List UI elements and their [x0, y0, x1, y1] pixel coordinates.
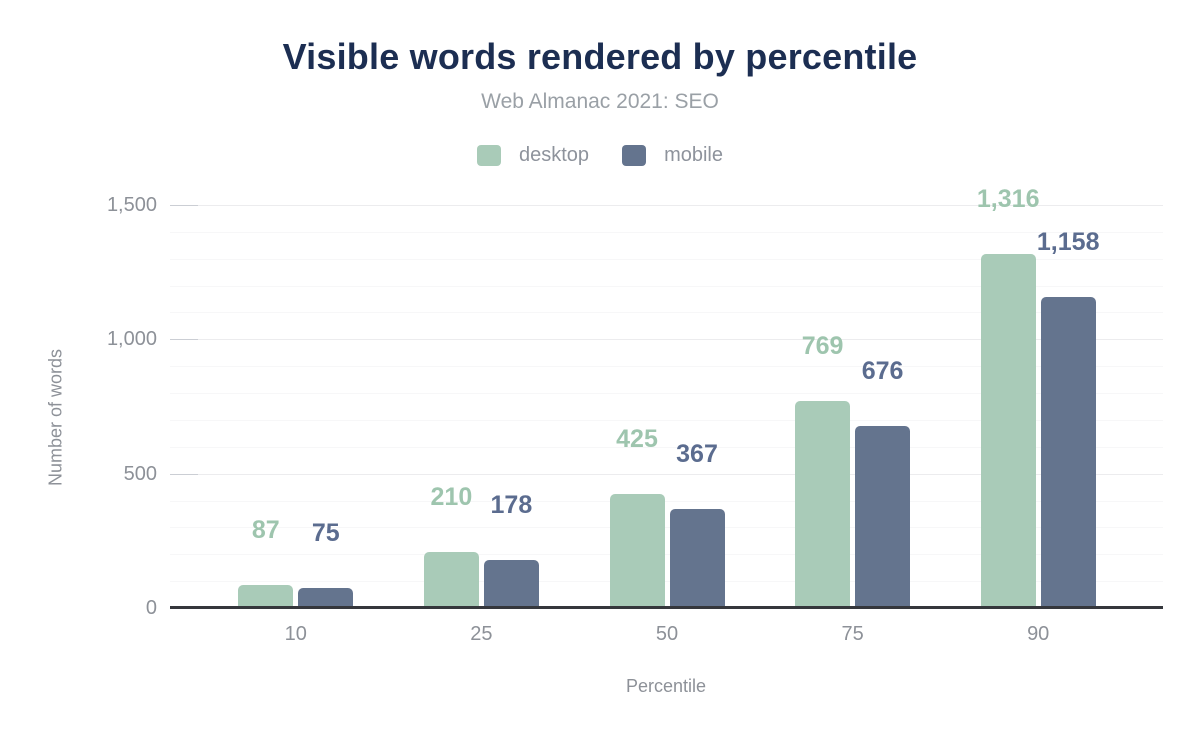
- gridline-minor-200: [170, 554, 1163, 556]
- legend: desktop mobile: [0, 144, 1200, 167]
- value-label-mobile-90: 1,158: [1036, 227, 1100, 256]
- gridline-major-1000: [170, 339, 1163, 341]
- value-label-mobile-10: 75: [311, 518, 340, 547]
- y-axis-tick-1500: [170, 205, 198, 206]
- value-label-mobile-25: 178: [490, 491, 533, 520]
- chart-title: Visible words rendered by percentile: [282, 36, 918, 77]
- chart-subtitle: Web Almanac 2021: SEO: [481, 90, 719, 113]
- bar-desktop-90: [980, 254, 1036, 608]
- y-axis-tick-1000: [170, 339, 198, 341]
- gridline-major-1500: [170, 205, 1163, 206]
- bar-desktop-25: [423, 551, 479, 608]
- bar-mobile-90: [1040, 296, 1096, 608]
- y-axis-tick-500: [170, 473, 198, 475]
- x-tick-label-50: 50: [655, 623, 679, 645]
- value-label-desktop-10: 87: [251, 515, 280, 544]
- gridline-minor-1300: [170, 258, 1163, 260]
- x-tick-label-75: 75: [841, 623, 864, 645]
- gridline-minor-1200: [170, 285, 1163, 287]
- value-label-mobile-75: 676: [861, 357, 904, 386]
- x-axis-title: Percentile: [625, 676, 707, 696]
- gridline-minor-300: [170, 527, 1163, 529]
- value-label-desktop-25: 210: [430, 482, 473, 511]
- gridline-minor-700: [170, 419, 1163, 421]
- gridline-minor-100: [170, 581, 1163, 583]
- y-axis-tick-label-1500: 1,500: [106, 194, 157, 216]
- legend-swatch-mobile-icon: [622, 145, 647, 166]
- y-axis-tick-label-1000: 1,000: [106, 328, 157, 351]
- gridline-minor-600: [170, 446, 1163, 448]
- gridline-minor-900: [170, 366, 1163, 368]
- y-axis-tick-label-500: 500: [123, 462, 157, 485]
- x-axis-line: [170, 606, 1163, 609]
- bar-desktop-10: [238, 584, 294, 608]
- value-label-desktop-75: 769: [801, 332, 844, 361]
- legend-label-desktop: desktop: [519, 144, 590, 166]
- legend-item-desktop: desktop: [477, 144, 589, 167]
- bar-desktop-50: [609, 493, 665, 608]
- bar-mobile-50: [669, 509, 725, 608]
- x-tick-label-90: 90: [1027, 623, 1050, 645]
- gridline-minor-800: [170, 393, 1163, 395]
- value-label-mobile-50: 367: [676, 440, 718, 469]
- legend-label-mobile: mobile: [664, 144, 723, 166]
- y-axis-tick-label-0: 0: [145, 597, 157, 619]
- legend-swatch-desktop-icon: [477, 145, 501, 166]
- legend-item-mobile: mobile: [622, 144, 723, 167]
- bar-desktop-75: [795, 401, 851, 608]
- gridline-major-500: [170, 473, 1163, 475]
- gridline-minor-1400: [170, 231, 1163, 233]
- gridline-minor-400: [170, 500, 1163, 502]
- bar-mobile-25: [483, 560, 539, 608]
- x-tick-label-10: 10: [284, 623, 307, 645]
- bar-mobile-75: [855, 426, 911, 608]
- value-label-desktop-90: 1,316: [976, 185, 1040, 214]
- gridline-minor-1100: [170, 312, 1163, 314]
- x-tick-label-25: 25: [470, 623, 493, 645]
- value-label-desktop-50: 425: [616, 424, 658, 453]
- bar-mobile-10: [298, 587, 354, 608]
